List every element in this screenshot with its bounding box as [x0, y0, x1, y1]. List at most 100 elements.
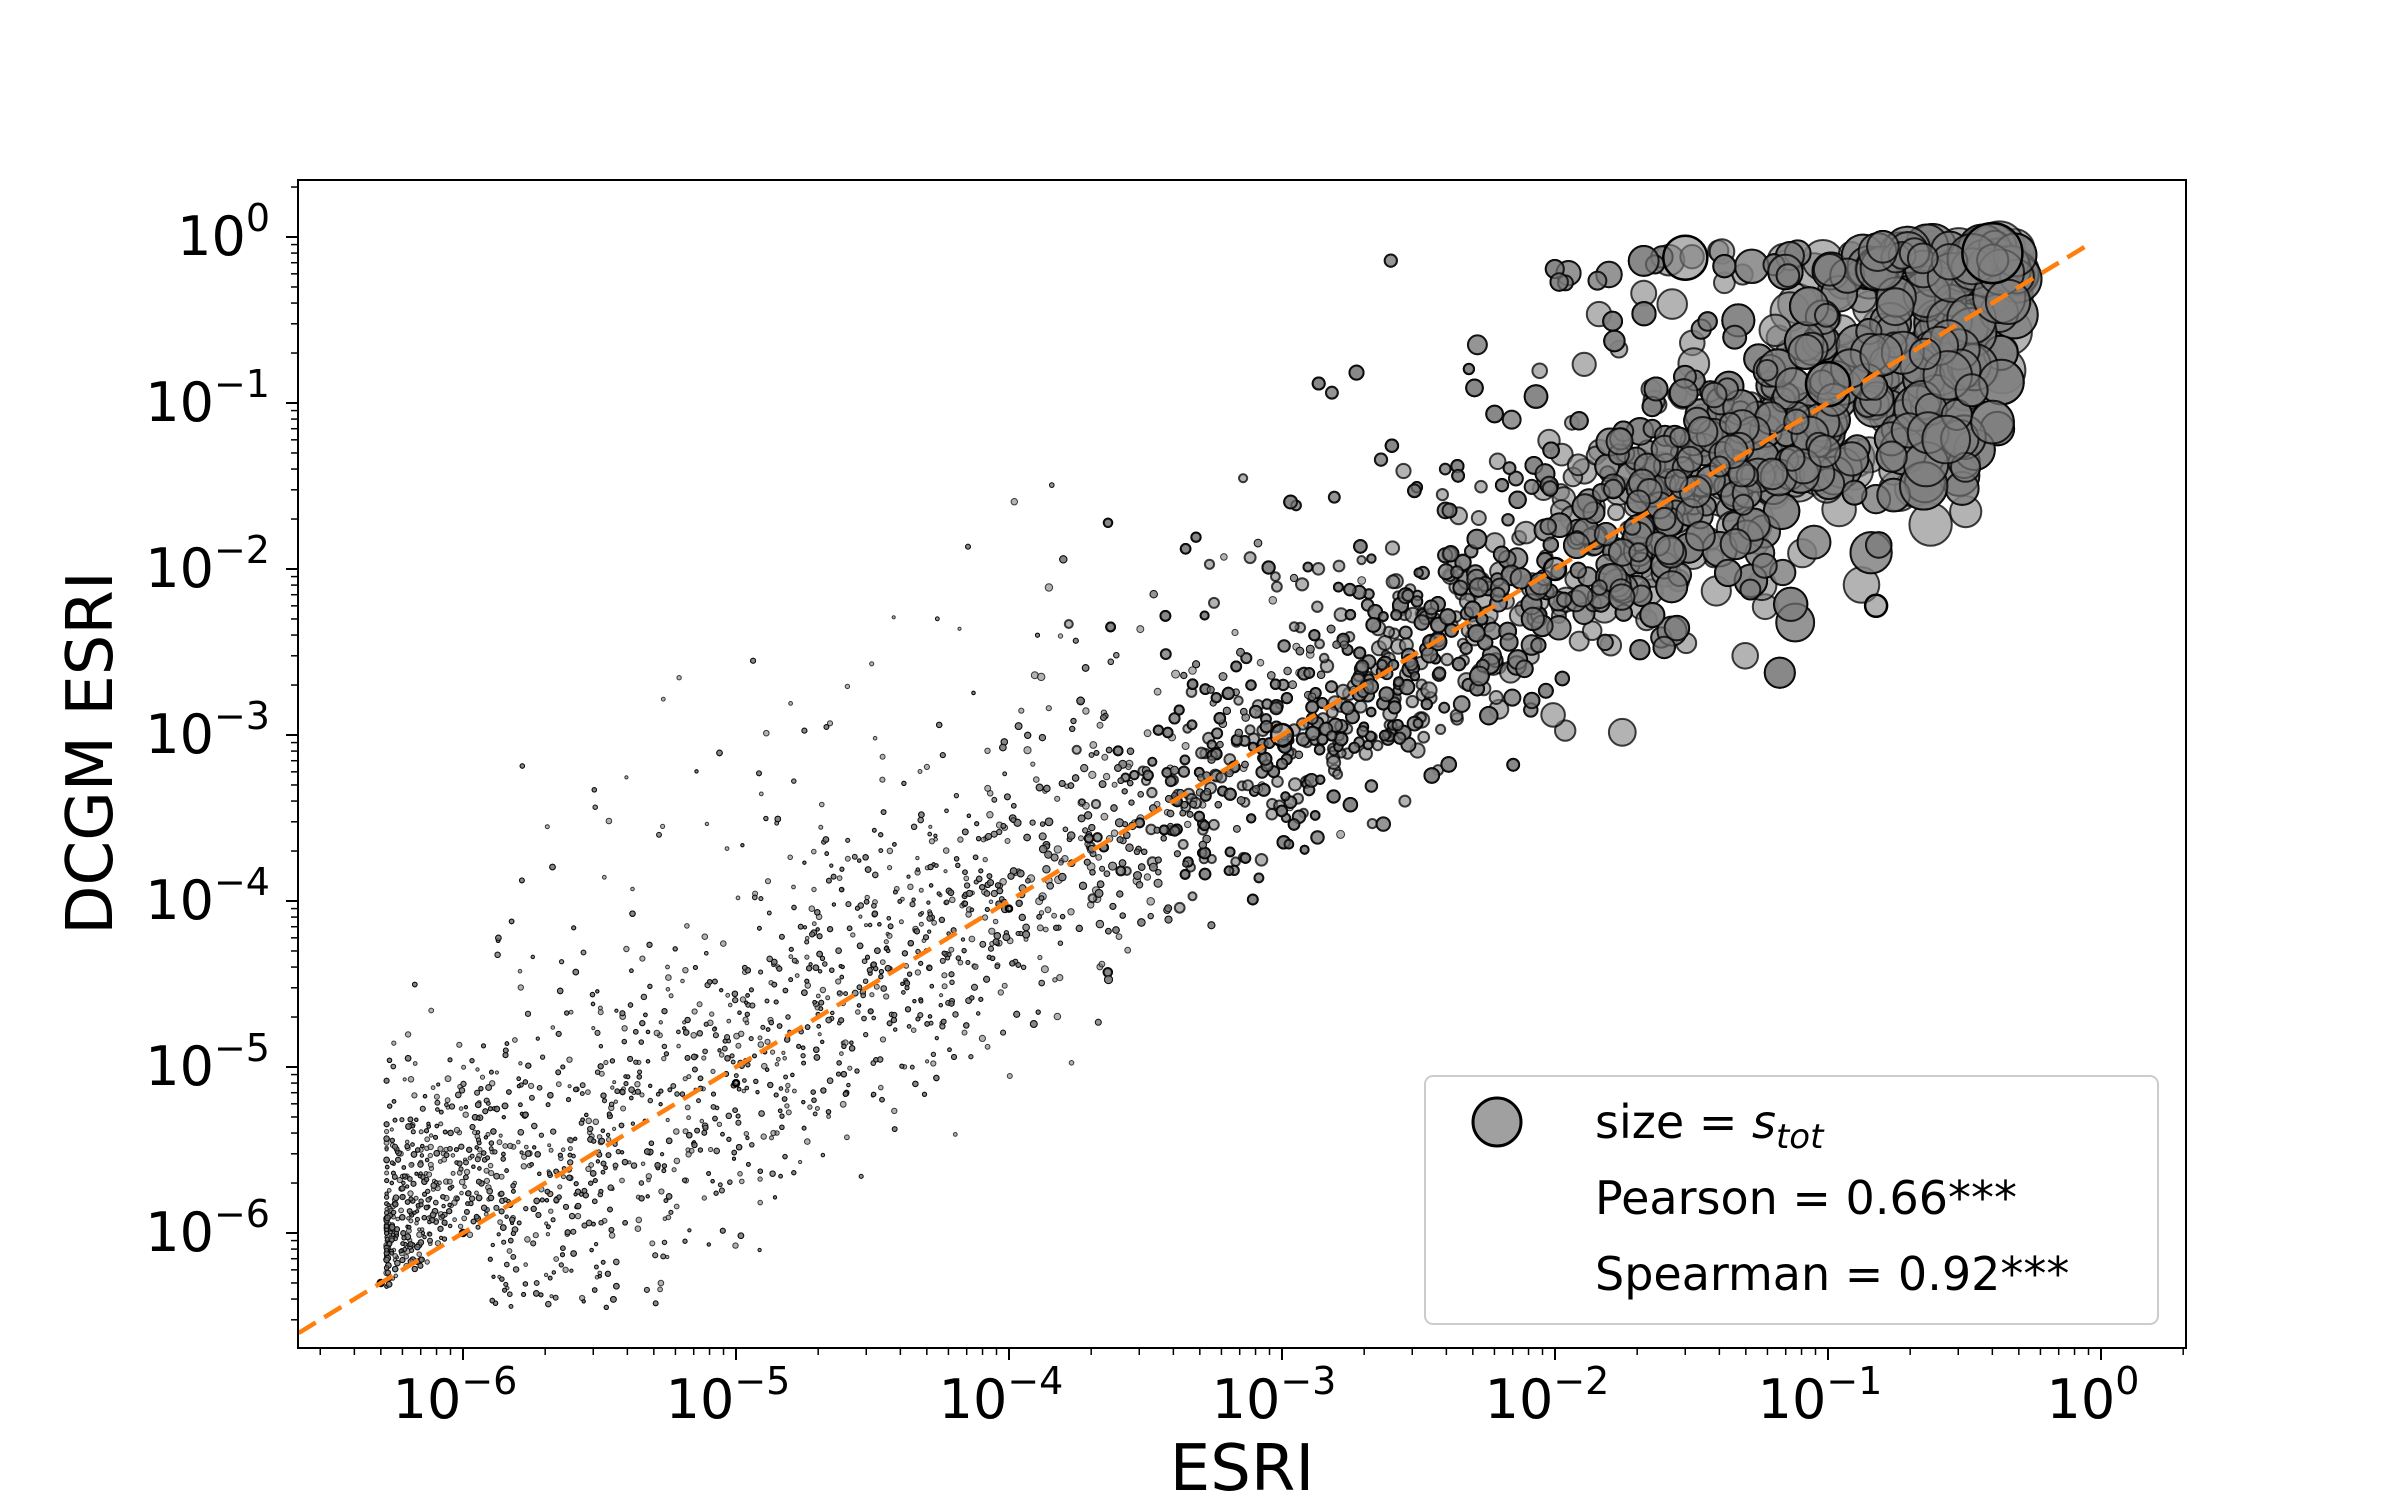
- scatter-point: [1474, 479, 1488, 494]
- scatter-point: [384, 1194, 390, 1200]
- scatter-point: [1088, 752, 1095, 758]
- scatter-point: [1796, 524, 1832, 560]
- scatter-point: [524, 1010, 532, 1017]
- scatter-point: [630, 1121, 636, 1126]
- scatter-point: [764, 998, 770, 1004]
- scatter-point: [1656, 288, 1688, 320]
- scatter-point: [529, 1094, 535, 1101]
- scatter-point: [1015, 931, 1021, 936]
- scatter-point: [507, 1291, 513, 1297]
- scatter-point: [791, 778, 797, 784]
- scatter-point: [488, 1146, 494, 1152]
- scatter-point: [1092, 832, 1103, 843]
- scatter-point: [1023, 746, 1032, 755]
- scatter-point: [847, 1065, 853, 1071]
- scatter-point: [1049, 482, 1055, 488]
- scatter-point: [931, 919, 937, 926]
- scatter-point: [657, 1279, 665, 1287]
- scatter-point: [764, 1038, 771, 1045]
- scatter-point: [1164, 915, 1173, 924]
- scatter-point: [1179, 754, 1191, 766]
- scatter-point: [591, 1026, 596, 1031]
- scatter-point: [957, 959, 964, 966]
- scatter-point: [671, 1167, 677, 1173]
- scatter-point: [643, 1286, 650, 1293]
- scatter-point: [665, 964, 670, 970]
- scatter-point: [516, 1139, 521, 1145]
- scatter-point: [1078, 835, 1084, 842]
- scatter-point: [1366, 818, 1378, 830]
- scatter-point: [424, 1136, 431, 1143]
- scatter-point: [735, 1119, 742, 1126]
- scatter-point: [466, 1231, 474, 1239]
- scatter-point: [1115, 933, 1123, 940]
- scatter-point: [610, 1085, 615, 1090]
- scatter-point: [1095, 919, 1105, 929]
- scatter-point: [1208, 818, 1220, 831]
- scatter-point: [976, 1011, 981, 1016]
- scatter-point: [553, 1256, 560, 1262]
- scatter-point: [680, 978, 685, 984]
- scatter-point: [867, 922, 873, 928]
- scatter-point: [961, 1029, 968, 1036]
- scatter-point: [1256, 658, 1265, 667]
- scatter-point: [504, 1214, 509, 1219]
- scatter-point: [530, 954, 535, 960]
- scatter-point: [811, 1097, 817, 1103]
- scatter-point: [764, 878, 772, 885]
- scatter-point: [587, 1125, 594, 1133]
- scatter-point: [923, 763, 931, 771]
- scatter-point: [1587, 270, 1608, 291]
- scatter-point: [1146, 786, 1158, 799]
- scatter-point: [1398, 625, 1413, 640]
- scatter-point: [760, 1133, 767, 1140]
- scatter-point: [927, 965, 933, 971]
- scatter-point: [533, 1280, 540, 1286]
- scatter-point: [758, 1110, 765, 1117]
- scatter-point: [709, 1011, 715, 1017]
- scatter-point: [1020, 964, 1027, 970]
- scatter-point: [873, 983, 880, 990]
- scatter-point: [1501, 409, 1522, 430]
- scatter-point: [1542, 536, 1560, 553]
- scatter-point: [658, 1020, 663, 1025]
- scatter-point: [1253, 538, 1263, 548]
- scatter-point: [536, 1085, 543, 1091]
- scatter-point: [550, 1128, 557, 1135]
- scatter-point: [411, 1092, 418, 1099]
- scatter-point: [878, 1084, 884, 1091]
- scatter-point: [941, 972, 948, 979]
- scatter-point: [1102, 772, 1111, 781]
- scatter-point: [682, 1076, 688, 1082]
- scatter-point: [701, 933, 709, 941]
- scatter-point: [1488, 452, 1507, 471]
- scatter-point: [1095, 854, 1103, 861]
- scatter-point: [608, 1232, 616, 1239]
- scatter-point: [627, 1160, 632, 1165]
- scatter-point: [984, 907, 990, 912]
- scatter-point: [1037, 954, 1043, 961]
- scatter-point: [1025, 878, 1031, 884]
- scatter-point: [720, 940, 727, 947]
- scatter-point: [1078, 798, 1086, 806]
- scatter-point: [403, 1254, 409, 1260]
- scatter-point: [668, 1209, 674, 1215]
- scatter-point: [879, 776, 886, 783]
- scatter-point: [560, 1252, 565, 1258]
- scatter-point: [585, 1165, 592, 1173]
- scatter-point: [1124, 946, 1132, 954]
- scatter-point: [1450, 565, 1464, 579]
- scatter-point: [1146, 897, 1155, 906]
- scatter-point: [802, 925, 808, 930]
- scatter-point: [784, 1088, 790, 1093]
- scatter-point: [718, 1052, 725, 1058]
- scatter-point: [384, 1170, 390, 1176]
- scatter-point: [444, 1075, 452, 1083]
- scatter-point: [871, 903, 877, 909]
- scatter-point: [906, 874, 911, 879]
- scatter-point: [1344, 609, 1357, 621]
- scatter-point: [433, 1180, 439, 1185]
- scatter-point: [684, 923, 690, 929]
- scatter-point: [550, 1025, 556, 1030]
- scatter-point: [1277, 639, 1291, 653]
